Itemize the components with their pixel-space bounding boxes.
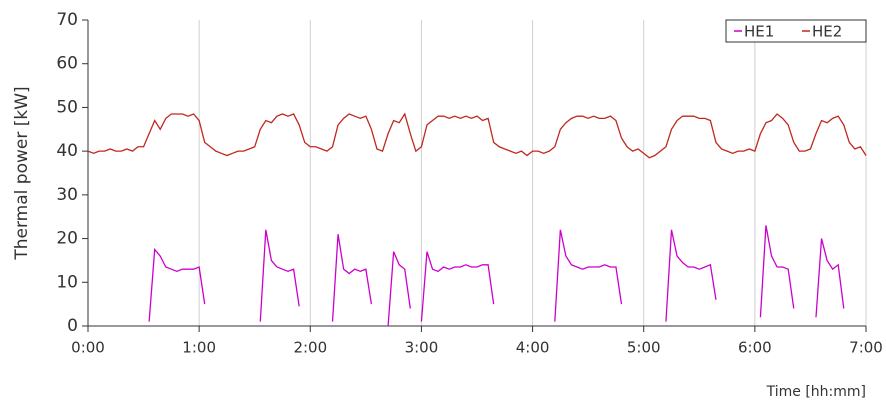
- y-tick-label: 60: [56, 54, 78, 74]
- x-tick-label: 2:00: [293, 339, 327, 357]
- line-series: [87, 112, 867, 159]
- x-tick-label: 5:00: [627, 339, 661, 357]
- y-axis-label: Thermal power [kW]: [12, 86, 32, 260]
- line-series: [148, 225, 845, 327]
- y-tick-label: 10: [56, 272, 78, 292]
- legend-label: HE2: [812, 23, 842, 41]
- y-tick-label: 30: [56, 185, 78, 205]
- x-tick-label: 3:00: [405, 339, 439, 357]
- y-tick-label: 40: [56, 141, 78, 161]
- x-tick-label: 7:00: [849, 339, 883, 357]
- x-tick-label: 6:00: [738, 339, 772, 357]
- x-axis-label: Time [hh:mm]: [766, 384, 866, 400]
- legend-box: [725, 19, 867, 43]
- x-tick-label: 0:00: [71, 339, 105, 357]
- x-tick-label: 1:00: [182, 339, 216, 357]
- y-tick-label: 0: [67, 316, 78, 336]
- legend-label: HE1: [744, 23, 774, 41]
- x-tick-label: 4:00: [516, 339, 550, 357]
- y-tick-label: 20: [56, 229, 78, 249]
- y-tick-label: 70: [56, 10, 78, 30]
- y-tick-label: 50: [56, 97, 78, 117]
